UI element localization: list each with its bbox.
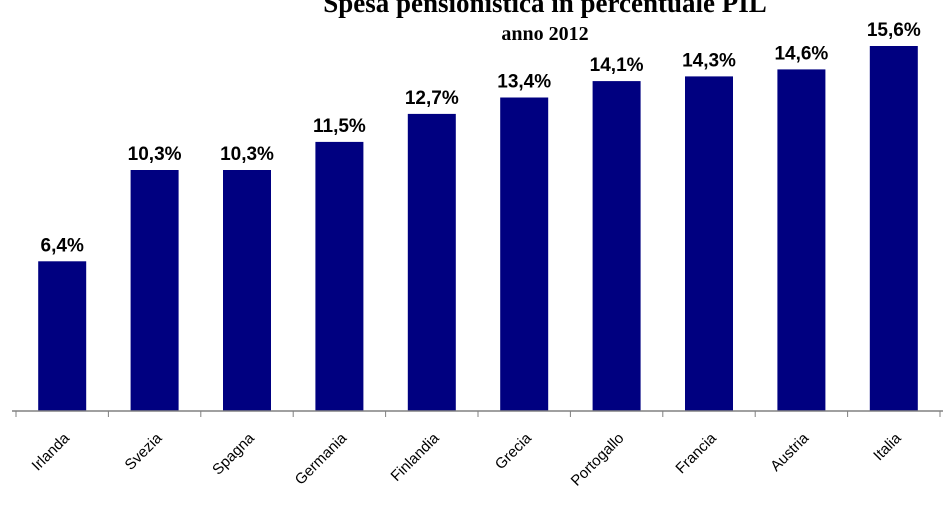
bar-svezia [130,170,179,411]
data-label-italia: 15,6% [867,20,921,41]
bar-grecia [500,97,549,411]
bar-portogallo [592,81,641,411]
data-label-grecia: 13,4% [497,72,551,93]
x-tick-label-spagna: Spagna [209,429,258,478]
x-tick-label-italia: Italia [870,429,905,464]
x-axis-tick-labels: Irlanda Svezia Spagna Germania Finlandia Grec… [29,429,906,489]
x-tick-label-svezia: Svezia [122,429,166,473]
bar-spagna [223,170,271,411]
x-tick-label-portogallo: Portogallo [568,430,628,490]
chart-subtitle: anno 2012 [501,23,588,45]
bar-italia [869,46,918,411]
bar-irlanda [38,261,87,411]
data-labels: 6,4% 10,3% 10,3% 11,5% 12,7% 13,4% 14,1% 14,3% 1… [41,20,921,256]
x-tick-label-grecia: Grecia [492,429,536,473]
chart-title: Spesa pensionistica in percentuale PIL [323,0,767,18]
data-label-francia: 14,3% [682,50,736,71]
bar-francia [685,76,733,412]
data-label-svezia: 10,3% [128,144,182,165]
x-axis-ticks [15,411,941,417]
data-label-irlanda: 6,4% [41,235,84,256]
bar-austria [777,69,826,412]
data-label-portogallo: 14,1% [590,55,644,76]
bar-finlandia [407,113,456,412]
bar-germania [315,141,364,411]
bar-series [38,46,918,412]
x-tick-label-finlandia: Finlandia [388,429,444,485]
x-tick-label-irlanda: Irlanda [29,429,74,474]
data-label-germania: 11,5% [313,116,366,137]
x-tick-label-austria: Austria [767,429,812,474]
data-label-austria: 14,6% [774,43,828,64]
x-tick-label-francia: Francia [672,429,720,477]
data-label-finlandia: 12,7% [405,88,459,109]
data-label-spagna: 10,3% [220,144,274,165]
x-tick-label-germania: Germania [292,429,351,488]
